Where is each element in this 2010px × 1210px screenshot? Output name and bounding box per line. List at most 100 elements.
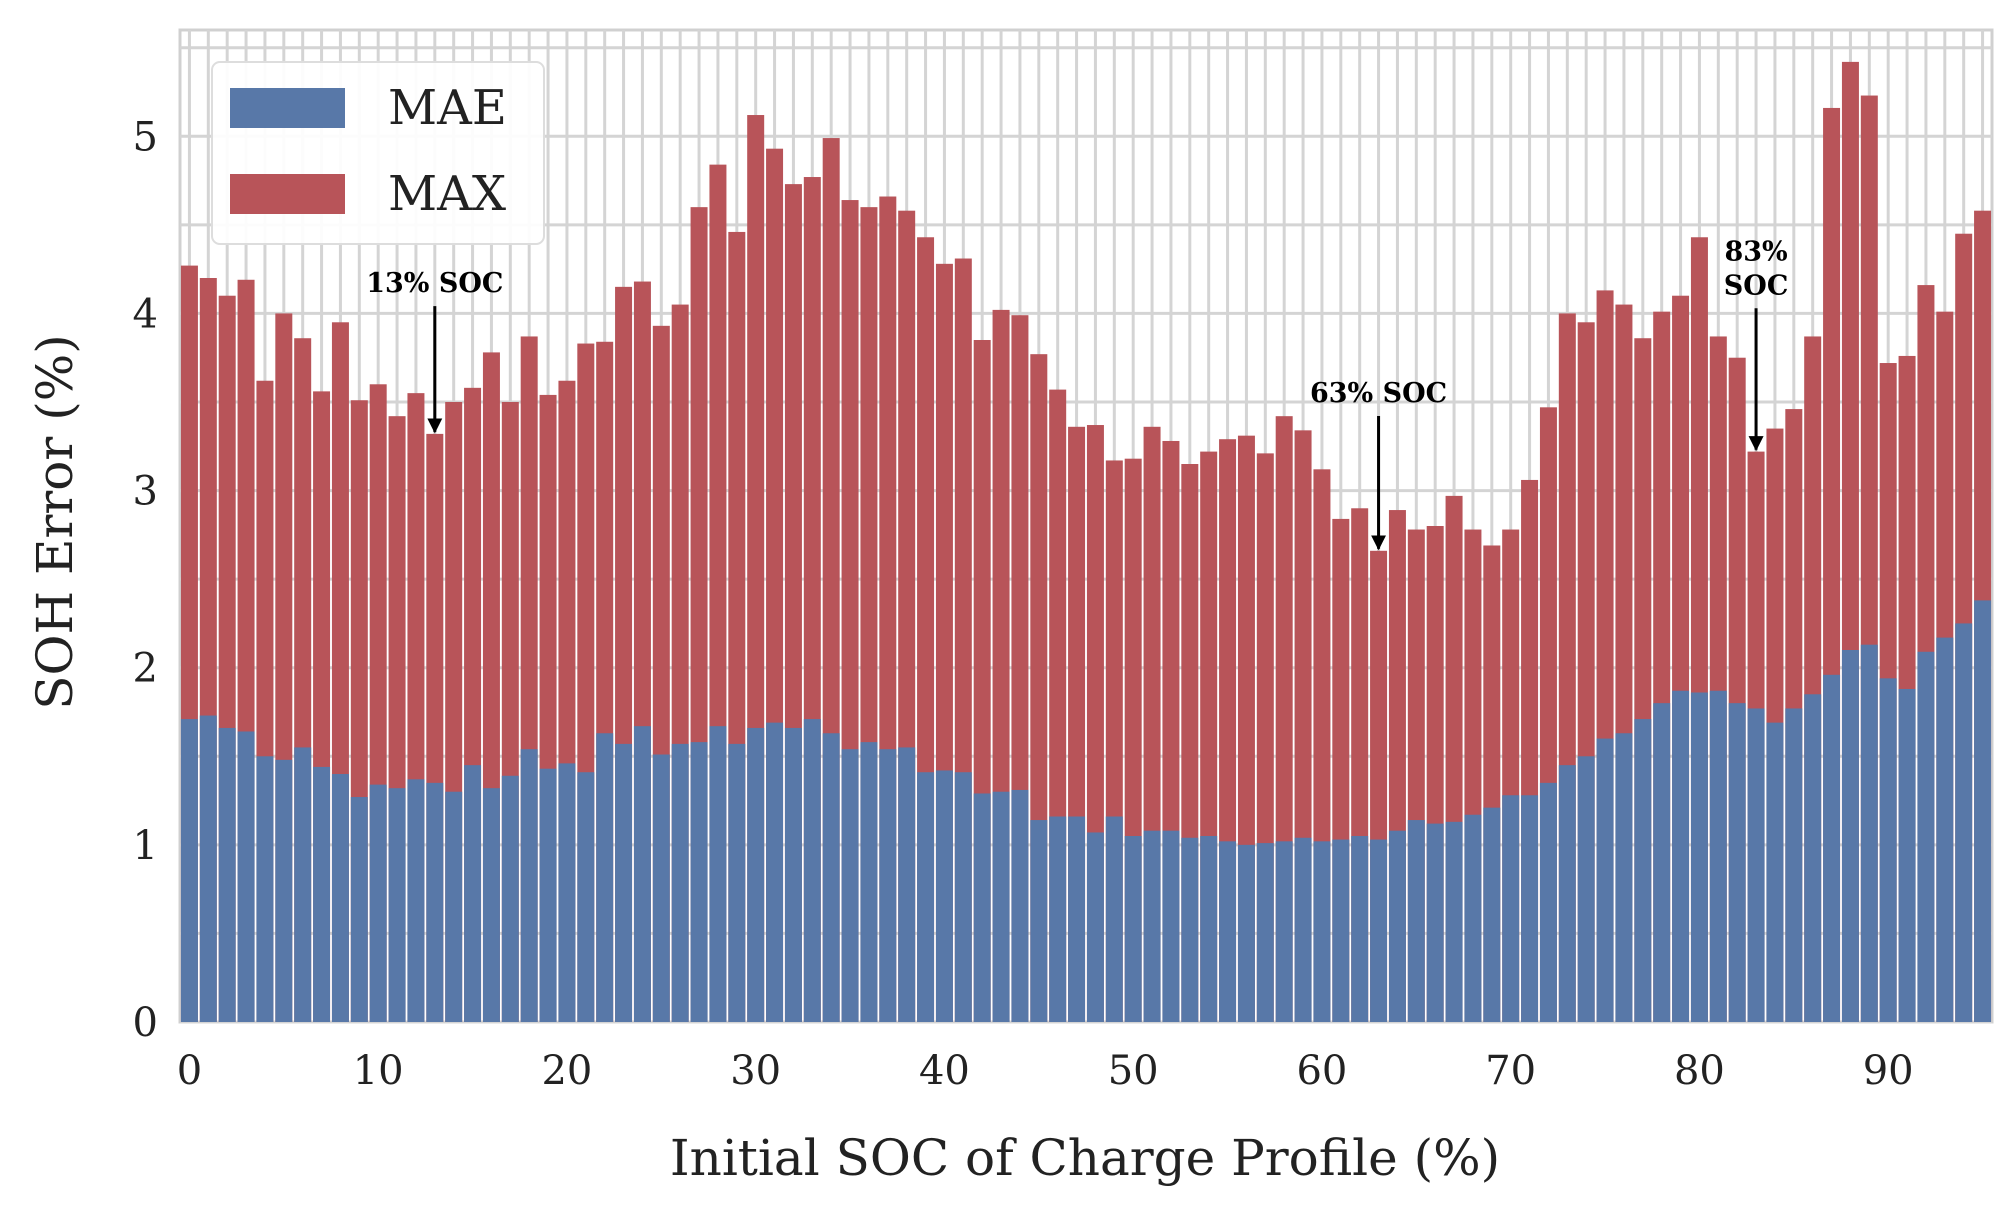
bar-mae — [784, 727, 802, 1022]
bar-mae — [1256, 843, 1274, 1022]
bar-mae — [1162, 830, 1180, 1022]
legend-swatch — [230, 174, 345, 214]
x-tick-label: 30 — [730, 1048, 781, 1094]
x-tick-label: 80 — [1674, 1048, 1725, 1094]
bar-mae — [1426, 823, 1444, 1022]
bar-mae — [1370, 839, 1388, 1022]
bar-mae — [615, 743, 633, 1022]
bar-mae — [690, 742, 708, 1022]
y-tick-label: 1 — [133, 823, 158, 869]
bar-mae — [1747, 708, 1765, 1022]
legend-entry: MAE — [388, 80, 507, 136]
bar-mae — [803, 719, 821, 1022]
x-tick-label: 50 — [1108, 1048, 1159, 1094]
bar-mae — [1313, 841, 1331, 1022]
bar-mae — [275, 759, 293, 1022]
bar-mae — [1332, 839, 1350, 1022]
bar-mae — [1917, 651, 1935, 1022]
annotation-label: 83% — [1724, 236, 1787, 267]
bar-mae — [1577, 756, 1595, 1022]
bar-mae — [369, 784, 387, 1022]
bar-mae — [331, 774, 349, 1022]
bar-mae — [237, 731, 255, 1022]
bar-mae — [992, 791, 1010, 1022]
bar-mae — [1388, 830, 1406, 1022]
y-tick-label: 4 — [133, 291, 158, 337]
bar-mae — [539, 768, 557, 1022]
bar-mae — [1841, 650, 1859, 1022]
bar-mae — [1445, 821, 1463, 1022]
bar-mae — [464, 765, 482, 1022]
x-tick-labels: 0 10 20 30 40 50 60 70 80 90 — [177, 1048, 1914, 1094]
y-tick-label: 2 — [133, 646, 158, 692]
bar-mae — [1955, 623, 1973, 1022]
bar-mae — [294, 747, 312, 1022]
y-axis-label: SOH Error (%) — [26, 334, 84, 709]
bar-mae — [747, 727, 765, 1022]
bar-mae — [898, 747, 916, 1022]
bar-mae — [426, 782, 444, 1022]
legend-entry: MAX — [388, 166, 506, 222]
y-tick-labels: 0 1 2 3 4 5 — [133, 114, 158, 1046]
annotations: 13% SOC 63% SOC 83%SOC — [366, 236, 1788, 551]
x-tick-label: 90 — [1863, 1048, 1914, 1094]
bar-mae — [1653, 703, 1671, 1022]
bar-mae — [520, 749, 538, 1022]
bar-mae — [1105, 816, 1123, 1022]
bar-mae — [1351, 836, 1369, 1022]
bar-mae — [841, 749, 859, 1022]
x-tick-label: 40 — [919, 1048, 970, 1094]
bar-mae — [1728, 703, 1746, 1022]
bar-mae — [1860, 644, 1878, 1022]
bar-mae — [1766, 722, 1784, 1022]
bar-mae — [1502, 795, 1520, 1022]
bar-mae — [1200, 836, 1218, 1022]
bar-mae — [1615, 733, 1633, 1022]
bar-mae — [199, 715, 217, 1022]
bar-mae — [596, 733, 614, 1022]
bar-mae — [1898, 688, 1916, 1022]
bar-mae — [558, 763, 576, 1022]
bar-mae — [1086, 832, 1104, 1022]
bar-mae — [1634, 719, 1652, 1022]
bar-mae — [1219, 841, 1237, 1022]
bar-mae — [652, 754, 670, 1022]
bar-mae — [445, 791, 463, 1022]
bar-mae — [407, 779, 425, 1022]
x-tick-label: 10 — [353, 1048, 404, 1094]
y-tick-label: 5 — [133, 114, 158, 160]
bar-mae — [482, 788, 500, 1022]
bar-mae — [633, 726, 651, 1022]
bar-mae — [1539, 782, 1557, 1022]
bar-mae — [1181, 837, 1199, 1022]
bar-mae — [313, 766, 331, 1022]
bar-mae — [388, 788, 406, 1022]
bar-mae — [1049, 816, 1067, 1022]
bar-mae — [180, 719, 198, 1022]
annotation-label: 63% SOC — [1310, 378, 1447, 409]
x-tick-label: 20 — [541, 1048, 592, 1094]
bar-mae — [350, 797, 368, 1022]
bar-mae — [822, 733, 840, 1022]
bar-mae — [218, 727, 236, 1022]
bar-mae — [1011, 789, 1029, 1022]
legend: MAE MAX — [211, 61, 545, 245]
bar-mae — [256, 756, 274, 1022]
bar-mae — [1596, 738, 1614, 1022]
bar-mae — [671, 743, 689, 1022]
bar-mae — [1785, 708, 1803, 1022]
bar-mae — [1804, 694, 1822, 1022]
x-tick-label: 60 — [1296, 1048, 1347, 1094]
x-axis-label: Initial SOC of Charge Profile (%) — [670, 1129, 1500, 1187]
bar-mae — [1558, 765, 1576, 1022]
bar-mae — [1672, 690, 1690, 1022]
bar-mae — [1237, 844, 1255, 1022]
bar-mae — [879, 749, 897, 1022]
bar-mae — [1030, 820, 1048, 1022]
y-tick-label: 0 — [133, 1000, 158, 1046]
bar-mae — [1068, 816, 1086, 1022]
legend-swatch — [230, 88, 345, 128]
bar-mae — [954, 772, 972, 1022]
